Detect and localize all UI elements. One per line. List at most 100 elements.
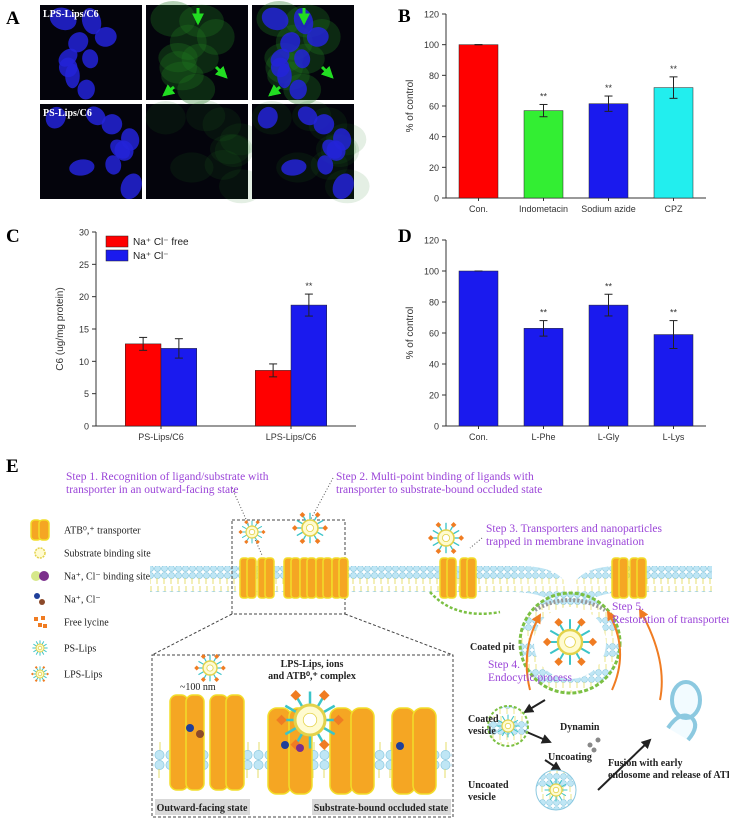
nucleus — [105, 155, 122, 175]
green-signal — [177, 73, 216, 106]
error-bar — [539, 320, 548, 337]
lysine — [554, 657, 563, 666]
liposome-core — [305, 524, 314, 533]
x-tick-label: PS-Lips/C6 — [138, 432, 184, 442]
nucleus — [313, 114, 335, 135]
peg-chain — [41, 641, 45, 645]
step-text: Step 3. Transporters and nanoparticles — [486, 523, 663, 535]
peg-chain — [316, 531, 324, 537]
clathrin-coat — [429, 591, 501, 616]
lysine — [276, 714, 287, 726]
y-tick-label: 100 — [424, 267, 439, 277]
legend-icon — [39, 599, 45, 605]
lysine — [435, 522, 442, 528]
peg-chain — [215, 660, 222, 666]
transporter — [306, 557, 317, 599]
peg-chain — [241, 534, 248, 539]
peg-chain — [284, 704, 298, 714]
lysine — [333, 714, 344, 726]
nucleus — [280, 32, 301, 53]
legend-swatch — [105, 249, 129, 262]
transporter — [391, 707, 416, 795]
arrow — [214, 65, 228, 79]
y-tick-label: 60 — [429, 329, 439, 339]
zoom-line — [151, 613, 233, 656]
error-bar — [669, 76, 678, 99]
arrow — [597, 738, 652, 791]
liposome-core — [441, 534, 450, 543]
step-text: Endocytic process — [488, 672, 573, 684]
transporter — [322, 557, 333, 599]
peg-chain — [432, 541, 440, 547]
transporter — [185, 694, 205, 791]
complex-label: LPS-Lips, ions — [281, 659, 344, 670]
vesicle-label: Uncoated — [468, 780, 509, 791]
y-tick-label: 120 — [424, 236, 439, 246]
legend-icon — [43, 624, 47, 628]
dynamin-label: Dynamin — [560, 722, 600, 733]
peg-chain — [41, 651, 45, 655]
nucleus — [332, 173, 354, 200]
lysine — [255, 539, 260, 544]
peg-chain — [198, 660, 205, 666]
y-tick-label: 120 — [424, 10, 439, 20]
peg-chain — [501, 715, 506, 722]
legend-icon — [34, 593, 40, 599]
uncoating-label: Uncoating — [548, 752, 592, 763]
error-bar — [604, 95, 613, 112]
significance-label: ** — [605, 281, 613, 291]
green-signal — [159, 51, 198, 84]
lysine — [577, 657, 586, 666]
ion — [196, 730, 204, 738]
peg-chain — [33, 675, 37, 679]
step-text: transporter in an outward-facing state — [66, 484, 238, 496]
peg-chain — [33, 643, 37, 647]
x-tick-label: LPS-Lips/C6 — [266, 432, 317, 442]
legend-label: Na⁺, Cl⁻ binding site — [64, 572, 151, 583]
nucleus — [69, 159, 95, 176]
step-text: transporter to substrate-bound occluded … — [336, 484, 542, 496]
nucleus — [270, 48, 290, 67]
y-tick-label: 5 — [84, 389, 89, 399]
peg-chain — [296, 531, 304, 537]
complex-label: and ATB⁰,⁺ complex — [268, 671, 356, 682]
arrow — [162, 84, 176, 97]
bar — [125, 343, 162, 427]
y-axis-label: C6 (ug/mg protein) — [55, 287, 66, 370]
y-tick-label: 10 — [79, 357, 89, 367]
peg-chain — [545, 792, 552, 797]
connector — [304, 477, 334, 531]
transporter — [466, 557, 477, 599]
peg-chain — [35, 651, 39, 655]
arrow — [606, 610, 621, 691]
peg-chain — [545, 783, 552, 788]
mechanism-diagram: Step 1. Recognition of ligand/substrate … — [30, 471, 729, 818]
liposome-core — [564, 636, 576, 648]
nucleus — [306, 27, 329, 47]
transporter — [618, 557, 629, 599]
transporter — [290, 557, 301, 599]
lysine — [290, 690, 302, 701]
nucleus — [281, 159, 307, 176]
lysine — [200, 654, 206, 659]
x-tick-label: Sodium azide — [581, 204, 636, 214]
microscopy-panel: LPS-Lips/C6 PS-Lips/C6 — [40, 1, 370, 204]
error-bar — [539, 103, 548, 118]
y-tick-label: 20 — [429, 163, 439, 173]
nucleus — [49, 7, 77, 31]
lysine — [244, 520, 249, 525]
lysine — [30, 672, 34, 676]
bar — [458, 44, 499, 199]
lysine — [220, 665, 226, 671]
lysine — [200, 677, 206, 682]
x-tick-label: Con. — [469, 204, 488, 214]
nucleus — [81, 7, 102, 35]
peg-chain — [256, 534, 263, 539]
fusion-label: endosome and release of ATB⁰,⁺ — [608, 770, 729, 781]
peg-chain — [33, 649, 37, 653]
liposome-core — [37, 671, 43, 677]
step-text: Step 2. Multi-point binding of ligands w… — [336, 471, 534, 483]
bar — [523, 110, 564, 199]
significance-label: ** — [540, 91, 548, 101]
nucleus — [110, 139, 130, 159]
